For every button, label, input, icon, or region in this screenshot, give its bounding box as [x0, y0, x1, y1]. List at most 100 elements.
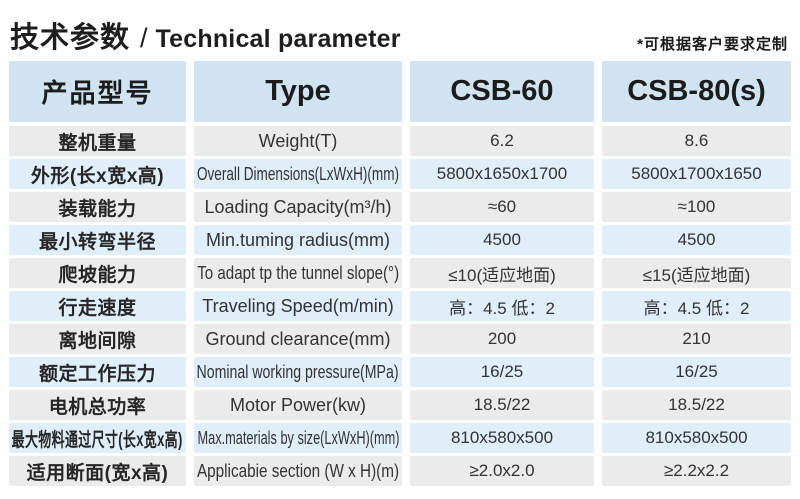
row-label-cn-text: 额定工作压力 — [38, 363, 156, 385]
value-csb-80s: 16/25 — [602, 357, 791, 387]
row-label-cn: 外形(长x宽x高) — [9, 159, 186, 189]
table-row: 电机总功率 Motor Power(kw) 18.5/22 18.5/22 — [9, 390, 791, 420]
value-csb-80s-text: ≥2.2x2.2 — [663, 461, 730, 480]
value-csb-60: 810x580x500 — [410, 423, 594, 453]
row-label-cn-text: 爬坡能力 — [58, 264, 137, 286]
value-csb-60-text: 200 — [487, 329, 517, 348]
row-label-cn-text: 最大物料通过尺寸(长x宽x高) — [12, 429, 183, 451]
row-label-cn: 额定工作压力 — [9, 357, 186, 387]
header-model-csb-80s: CSB-80(s) — [602, 61, 791, 122]
header-model-csb-60-text: CSB-60 — [450, 75, 554, 107]
row-label-en: To adapt tp the tunnel slope(°) — [194, 258, 402, 288]
page-title: 技术参数 / Technical parameter — [10, 14, 401, 56]
row-label-en-text: Applicabie section (W x H)(m) — [196, 460, 400, 481]
value-csb-80s-text: ≤15(适应地面) — [642, 265, 751, 285]
value-csb-60-text: ≈60 — [487, 197, 517, 216]
row-label-en-text: Max.materials by size(LxWxH)(mm) — [196, 427, 400, 448]
row-label-en-text: Overall Dimensions(LxWxH)(mm) — [196, 163, 400, 184]
value-csb-80s: ≈100 — [602, 192, 791, 222]
row-label-cn-text: 外形(长x宽x高) — [30, 165, 165, 187]
row-label-en: Min.tuming radius(mm) — [194, 225, 402, 255]
row-label-cn: 最大物料通过尺寸(长x宽x高) — [9, 423, 186, 453]
title-separator: / — [140, 23, 148, 53]
row-label-cn: 爬坡能力 — [9, 258, 186, 288]
row-label-en: Nominal working pressure(MPa) — [194, 357, 402, 387]
value-csb-80s-text: 5800x1700x1650 — [631, 164, 762, 183]
value-csb-80s: ≤15(适应地面) — [602, 258, 791, 288]
row-label-en: Weight(T) — [194, 126, 402, 156]
row-label-en: Max.materials by size(LxWxH)(mm) — [194, 423, 402, 453]
row-label-cn-text: 适用断面(宽x高) — [26, 462, 169, 484]
value-csb-60: 4500 — [410, 225, 594, 255]
value-csb-80s-text: 18.5/22 — [668, 395, 725, 414]
header-model-csb-60: CSB-60 — [410, 61, 594, 122]
value-csb-80s: 5800x1700x1650 — [602, 159, 791, 189]
row-label-en-text: Ground clearance(mm) — [205, 328, 391, 349]
table-row: 外形(长x宽x高) Overall Dimensions(LxWxH)(mm) 58… — [9, 159, 791, 189]
row-label-cn: 电机总功率 — [9, 390, 186, 420]
value-csb-60: 18.5/22 — [410, 390, 594, 420]
value-csb-80s: 高：4.5 低：2 — [602, 291, 791, 321]
row-label-cn-text: 行走速度 — [58, 297, 137, 319]
row-label-en-text: Loading Capacity(m³/h) — [204, 196, 392, 217]
row-label-en-text: Motor Power(kw) — [229, 394, 367, 415]
value-csb-80s-text: 8.6 — [684, 131, 709, 150]
header-model-csb-80s-text: CSB-80(s) — [627, 75, 766, 107]
row-label-cn-text: 最小转弯半径 — [38, 231, 156, 253]
row-label-cn: 整机重量 — [9, 126, 186, 156]
value-csb-80s-text: 4500 — [677, 230, 716, 249]
row-label-en: Applicabie section (W x H)(m) — [194, 456, 402, 486]
table-row: 离地间隙 Ground clearance(mm) 200 210 — [9, 324, 791, 354]
row-label-en: Ground clearance(mm) — [194, 324, 402, 354]
header-type-text: Type — [265, 75, 331, 107]
table-row: 额定工作压力 Nominal working pressure(MPa) 16/25… — [9, 357, 791, 387]
header-product-model: 产品型号 — [9, 61, 186, 122]
value-csb-60: 5800x1650x1700 — [410, 159, 594, 189]
row-label-en: Overall Dimensions(LxWxH)(mm) — [194, 159, 402, 189]
header-product-model-text: 产品型号 — [41, 78, 154, 108]
value-csb-80s: ≥2.2x2.2 — [602, 456, 791, 486]
row-label-en: Traveling Speed(m/min) — [194, 291, 402, 321]
value-csb-80s-text: 810x580x500 — [645, 428, 748, 447]
table-row: 装载能力 Loading Capacity(m³/h) ≈60 ≈100 — [9, 192, 791, 222]
customization-note: *可根据客户要求定制 — [637, 36, 788, 53]
value-csb-80s: 210 — [602, 324, 791, 354]
value-csb-80s-text: 高：4.5 低：2 — [643, 298, 750, 318]
value-csb-60-text: 810x580x500 — [450, 428, 554, 447]
value-csb-60: ≤10(适应地面) — [410, 258, 594, 288]
row-label-cn: 最小转弯半径 — [9, 225, 186, 255]
row-label-en: Motor Power(kw) — [194, 390, 402, 420]
row-label-cn-text: 离地间隙 — [58, 330, 137, 352]
table-row: 适用断面(宽x高) Applicabie section (W x H)(m) ≥2… — [9, 456, 791, 486]
value-csb-60: ≥2.0x2.0 — [410, 456, 594, 486]
value-csb-80s-text: 210 — [682, 329, 711, 348]
value-csb-80s: 18.5/22 — [602, 390, 791, 420]
row-label-cn: 装载能力 — [9, 192, 186, 222]
value-csb-60-text: ≥2.0x2.0 — [469, 461, 535, 480]
value-csb-60-text: 高：4.5 低：2 — [449, 298, 555, 318]
value-csb-60: 6.2 — [410, 126, 594, 156]
table-row: 整机重量 Weight(T) 6.2 8.6 — [9, 126, 791, 156]
title-bar: 技术参数 / Technical parameter *可根据客户要求定制 — [10, 12, 790, 58]
value-csb-60: 高：4.5 低：2 — [410, 291, 594, 321]
row-label-en: Loading Capacity(m³/h) — [194, 192, 402, 222]
row-label-en-text: To adapt tp the tunnel slope(°) — [197, 262, 399, 283]
table-row: 行走速度 Traveling Speed(m/min) 高：4.5 低：2 高：4.5… — [9, 291, 791, 321]
value-csb-80s: 810x580x500 — [602, 423, 791, 453]
row-label-cn: 离地间隙 — [9, 324, 186, 354]
row-label-en-text: Traveling Speed(m/min) — [202, 295, 394, 316]
spec-table: 产品型号 Type CSB-60 CSB-80(s) 整机重量 Weight(T)… — [9, 61, 791, 489]
row-label-en-text: Weight(T) — [258, 130, 338, 151]
value-csb-60-text: 16/25 — [480, 362, 524, 381]
value-csb-60: 200 — [410, 324, 594, 354]
table-row: 最小转弯半径 Min.tuming radius(mm) 4500 4500 — [9, 225, 791, 255]
spec-table-body: 整机重量 Weight(T) 6.2 8.6 外形(长x宽x高) Overall Dime… — [9, 126, 791, 486]
row-label-en-text: Min.tuming radius(mm) — [205, 229, 391, 250]
header-type: Type — [194, 61, 402, 122]
value-csb-60-text: 5800x1650x1700 — [436, 164, 568, 183]
value-csb-80s-text: ≈100 — [677, 197, 716, 216]
row-label-cn: 行走速度 — [9, 291, 186, 321]
row-label-en-text: Nominal working pressure(MPa) — [196, 361, 400, 382]
value-csb-60: ≈60 — [410, 192, 594, 222]
value-csb-60-text: 4500 — [483, 230, 521, 249]
